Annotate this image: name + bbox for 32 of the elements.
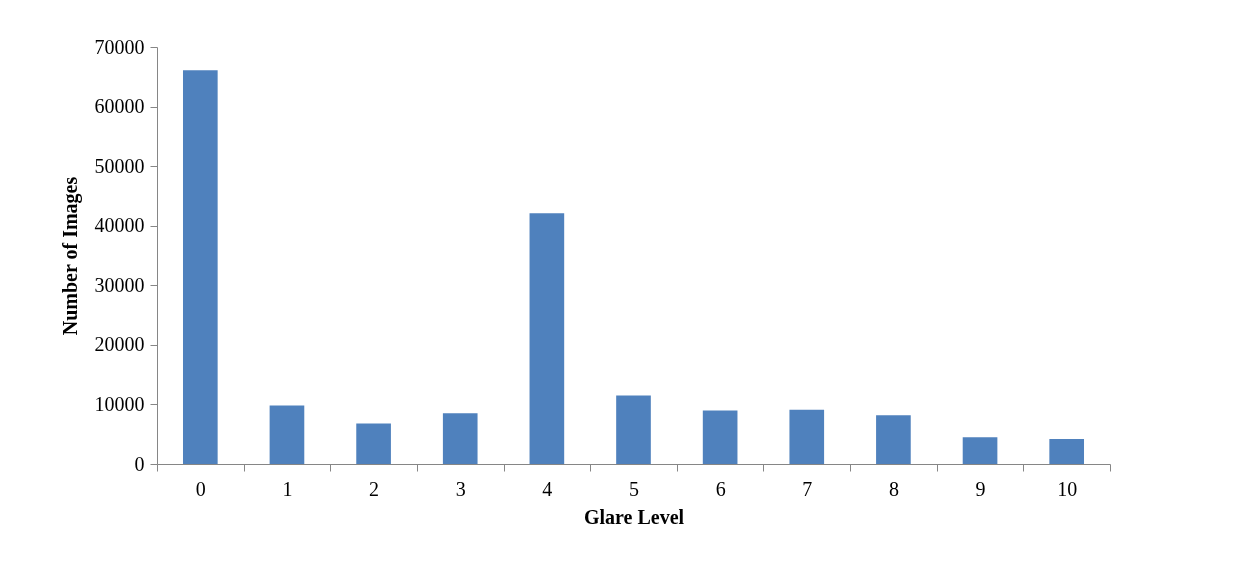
bar xyxy=(529,213,565,464)
bar xyxy=(616,395,651,464)
x-tick-label: 5 xyxy=(629,477,639,500)
x-axis-title: Glare Level xyxy=(583,505,685,528)
bar xyxy=(789,409,825,464)
y-tick-label: 50000 xyxy=(94,154,145,177)
bar xyxy=(876,415,911,464)
y-tick-label: 0 xyxy=(134,452,145,475)
y-tick-label: 70000 xyxy=(94,35,145,58)
bar xyxy=(356,423,391,464)
x-tick-label: 8 xyxy=(888,477,899,500)
bar xyxy=(962,437,998,464)
x-tick-label: 1 xyxy=(282,477,293,500)
y-tick-label: 30000 xyxy=(94,273,145,296)
x-tick-label: 6 xyxy=(715,477,726,500)
y-tick-label: 60000 xyxy=(94,95,145,118)
x-tick-label: 4 xyxy=(542,477,553,500)
bar xyxy=(1049,438,1085,464)
x-tick-label: 3 xyxy=(455,477,466,500)
x-tick-label: 10 xyxy=(1057,477,1078,500)
y-tick-label: 20000 xyxy=(94,333,145,356)
y-axis-title: Number of Images xyxy=(58,176,82,336)
x-tick-label: 9 xyxy=(975,477,986,500)
bar xyxy=(182,70,218,464)
y-tick-label: 10000 xyxy=(94,392,145,415)
x-tick-label: 7 xyxy=(802,477,813,500)
y-tick-label: 40000 xyxy=(94,214,145,237)
bar xyxy=(442,413,478,464)
x-tick-label: 2 xyxy=(369,477,380,500)
x-tick-label: 0 xyxy=(195,477,206,500)
bar xyxy=(269,405,305,464)
bar xyxy=(702,410,738,464)
